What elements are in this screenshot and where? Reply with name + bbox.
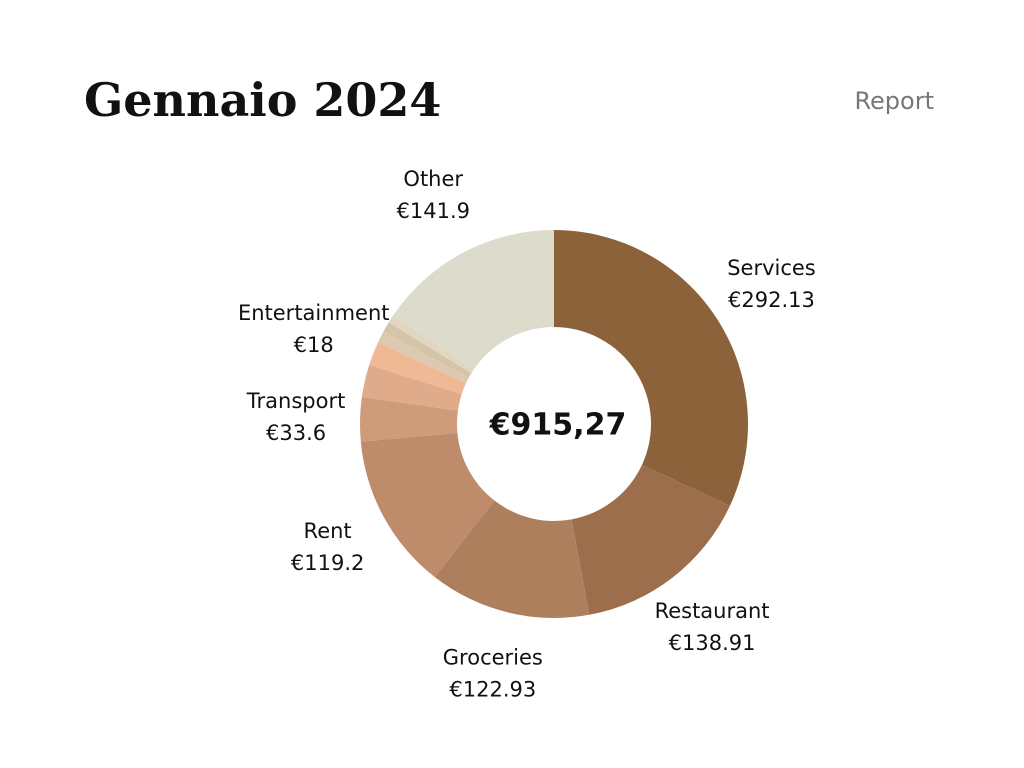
center-total: €915,27 bbox=[489, 408, 627, 443]
slice-value: €33.6 bbox=[266, 421, 326, 445]
slice-value: €292.13 bbox=[728, 288, 815, 312]
slice-label: Services bbox=[727, 256, 816, 280]
slice bbox=[359, 397, 458, 442]
slice bbox=[378, 331, 469, 384]
slice-label: Rent bbox=[304, 519, 352, 543]
report-link[interactable]: Report bbox=[854, 87, 934, 115]
slice-label: Other bbox=[403, 167, 463, 191]
slice bbox=[554, 230, 748, 506]
slice-value: €141.9 bbox=[397, 199, 470, 223]
slice bbox=[361, 364, 462, 411]
chart-title: Gennaio 2024 bbox=[84, 73, 441, 127]
slice bbox=[571, 464, 730, 615]
slice-value: €122.93 bbox=[449, 678, 536, 702]
slice-label: Transport bbox=[246, 389, 346, 413]
slice bbox=[369, 342, 467, 395]
slice-value: €138.91 bbox=[669, 631, 756, 655]
slice-value: €119.2 bbox=[291, 551, 364, 575]
slice-label: Entertainment bbox=[238, 301, 390, 325]
slice bbox=[393, 230, 554, 370]
slice bbox=[434, 500, 590, 618]
slice bbox=[388, 314, 474, 374]
slice-label: Groceries bbox=[443, 646, 543, 670]
slice-label: Restaurant bbox=[655, 599, 770, 623]
slice bbox=[360, 432, 495, 578]
slice-value: €18 bbox=[294, 333, 334, 357]
slice bbox=[383, 322, 472, 378]
